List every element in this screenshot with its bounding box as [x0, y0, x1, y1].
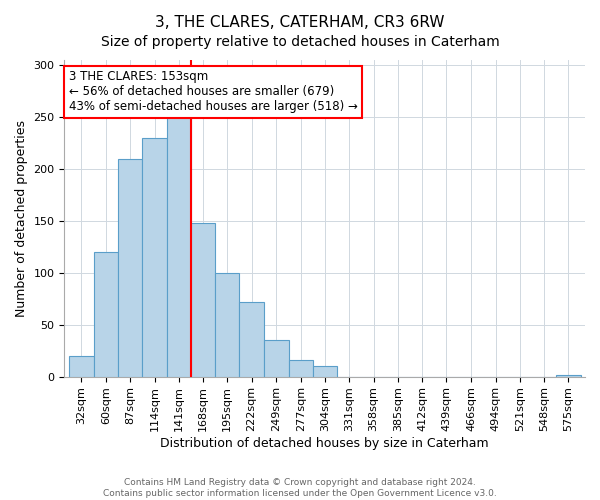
Text: 3 THE CLARES: 153sqm
← 56% of detached houses are smaller (679)
43% of semi-deta: 3 THE CLARES: 153sqm ← 56% of detached h… [69, 70, 358, 114]
Bar [167, 117, 191, 376]
Bar [289, 360, 313, 376]
Bar [94, 252, 118, 376]
Bar [556, 374, 581, 376]
X-axis label: Distribution of detached houses by size in Caterham: Distribution of detached houses by size … [160, 437, 489, 450]
Bar [313, 366, 337, 376]
Bar [142, 138, 167, 376]
Y-axis label: Number of detached properties: Number of detached properties [15, 120, 28, 317]
Text: Size of property relative to detached houses in Caterham: Size of property relative to detached ho… [101, 35, 499, 49]
Bar [239, 302, 263, 376]
Text: Contains HM Land Registry data © Crown copyright and database right 2024.
Contai: Contains HM Land Registry data © Crown c… [103, 478, 497, 498]
Bar [118, 158, 142, 376]
Bar [263, 340, 289, 376]
Text: 3, THE CLARES, CATERHAM, CR3 6RW: 3, THE CLARES, CATERHAM, CR3 6RW [155, 15, 445, 30]
Bar [69, 356, 94, 376]
Bar [215, 273, 239, 376]
Bar [191, 223, 215, 376]
